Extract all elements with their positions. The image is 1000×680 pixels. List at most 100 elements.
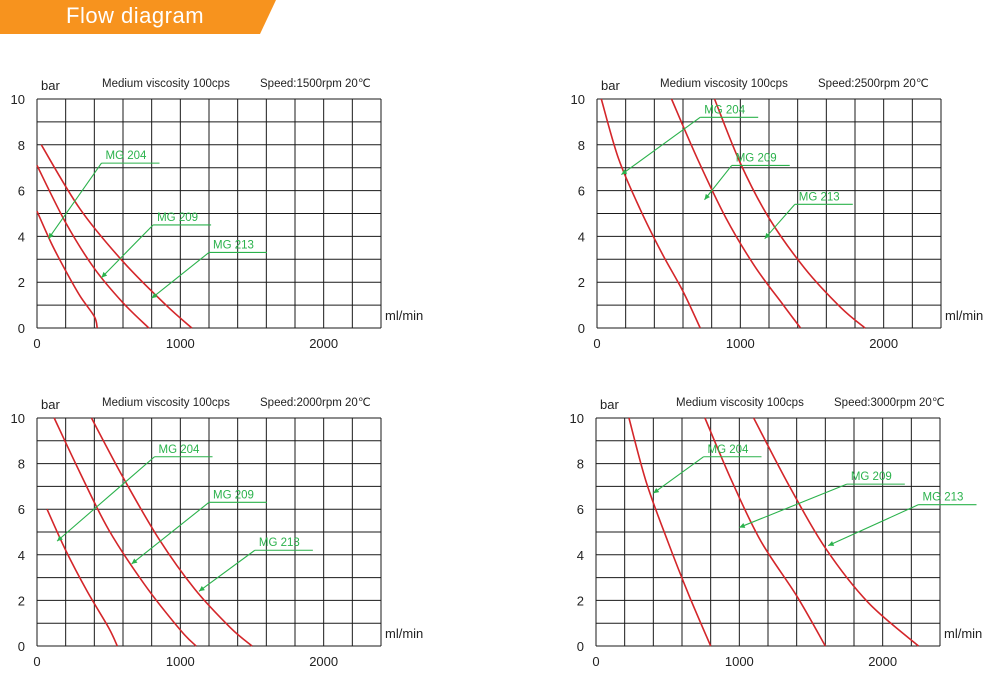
y-tick-label: 6 xyxy=(577,502,584,517)
chart-title: Medium viscosity 100cps xyxy=(660,78,788,90)
x-tick-label: 0 xyxy=(592,654,599,669)
annotation-label: MG 204 xyxy=(708,444,750,456)
x-tick-label: 2000 xyxy=(868,654,897,669)
series-curve-mg-213 xyxy=(90,417,253,647)
annotation-leader xyxy=(653,456,704,494)
chart-svg: 0 2 4 6 8 10 0 1000 2000 bar ml/min Medium viscosit… xyxy=(571,78,984,351)
series-curve-mg-213 xyxy=(713,98,866,329)
x-tick-label: 1000 xyxy=(726,336,755,351)
annotation-label: MG 209 xyxy=(851,471,892,483)
x-tick-label: 2000 xyxy=(309,336,338,351)
annotation-label: MG 213 xyxy=(213,239,254,251)
y-tick-label: 6 xyxy=(18,502,25,517)
annotation-label: MG 204 xyxy=(106,150,148,162)
y-axis-label: bar xyxy=(600,397,619,412)
y-tick-label: 0 xyxy=(577,639,584,654)
y-tick-label: 4 xyxy=(578,229,585,244)
x-tick-label: 1000 xyxy=(166,336,195,351)
chart-svg: 0 2 4 6 8 10 0 1000 2000 bar ml/min Medium viscosit… xyxy=(11,78,424,351)
series-curve-mg-209 xyxy=(36,165,150,329)
banner-shape xyxy=(0,0,276,34)
x-tick-label: 1000 xyxy=(166,654,195,669)
y-tick-label: 8 xyxy=(18,138,25,153)
chart-title: Medium viscosity 100cps xyxy=(102,78,230,90)
y-axis-label: bar xyxy=(601,78,620,93)
annotation-label: MG 213 xyxy=(923,492,964,504)
flow-chart-3000rpm: 0 2 4 6 8 10 0 1000 2000 bar ml/min Medium viscosit… xyxy=(560,388,1000,680)
annotation-leader xyxy=(704,165,733,201)
series-curve-mg-213 xyxy=(40,144,193,329)
x-axis-label: ml/min xyxy=(945,308,983,323)
y-tick-label: 0 xyxy=(578,321,585,336)
y-tick-label: 10 xyxy=(571,92,585,107)
chart-title: Medium viscosity 100cps xyxy=(676,397,804,409)
y-tick-label: 8 xyxy=(18,457,25,472)
y-axis-label: bar xyxy=(41,397,60,412)
annotation-label: MG 204 xyxy=(704,104,746,116)
chart-svg: 0 2 4 6 8 10 0 1000 2000 bar ml/min Medium viscosit… xyxy=(570,397,983,669)
y-tick-label: 0 xyxy=(18,321,25,336)
annotation-leader xyxy=(131,501,210,565)
annotation-arrowhead xyxy=(828,541,835,546)
x-tick-label: 0 xyxy=(33,336,40,351)
annotation-arrowhead xyxy=(198,585,205,592)
x-tick-label: 2000 xyxy=(309,654,338,669)
x-axis-label: ml/min xyxy=(385,626,423,641)
annotation-arrowhead xyxy=(48,232,54,239)
annotation-arrowhead xyxy=(653,487,660,494)
annotation-arrowhead xyxy=(739,523,746,528)
annotation-leader xyxy=(764,203,796,240)
annotation-leader xyxy=(621,116,701,176)
annotation-arrowhead xyxy=(131,558,138,564)
y-tick-label: 10 xyxy=(11,92,25,107)
annotation-arrowhead xyxy=(101,271,108,278)
chart-subtitle: Speed:2000rpm 20℃ xyxy=(260,397,371,409)
y-tick-label: 10 xyxy=(11,411,25,426)
annotation-leader xyxy=(101,224,154,279)
annotation-arrowhead xyxy=(704,193,710,200)
series-curve-mg-204 xyxy=(628,417,712,647)
chart-subtitle: Speed:3000rpm 20℃ xyxy=(834,397,945,409)
x-tick-label: 0 xyxy=(593,336,600,351)
chart-title: Medium viscosity 100cps xyxy=(102,397,230,409)
x-axis-label: ml/min xyxy=(385,308,423,323)
x-tick-label: 0 xyxy=(33,654,40,669)
annotation-label: MG 209 xyxy=(157,212,198,224)
annotation-leader xyxy=(739,483,848,528)
annotation-arrowhead xyxy=(151,292,158,299)
chart-svg: 0 2 4 6 8 10 0 1000 2000 bar ml/min Medium viscosit… xyxy=(11,397,424,669)
y-tick-label: 8 xyxy=(578,138,585,153)
annotation-leader xyxy=(827,504,919,547)
annotation-arrowhead xyxy=(57,535,63,542)
flow-chart-2000rpm: 0 2 4 6 8 10 0 1000 2000 bar ml/min Medium viscosit… xyxy=(0,388,500,680)
annotation-label: MG 213 xyxy=(259,537,300,549)
annotation-leader xyxy=(48,162,102,240)
series-curve-mg-213 xyxy=(752,417,920,647)
annotation-label: MG 204 xyxy=(159,444,201,456)
x-tick-label: 1000 xyxy=(725,654,754,669)
chart-subtitle: Speed:1500rpm 20℃ xyxy=(260,78,371,90)
x-axis-label: ml/min xyxy=(944,626,982,641)
page-title: Flow diagram xyxy=(66,3,205,28)
x-tick-label: 2000 xyxy=(869,336,898,351)
y-tick-label: 4 xyxy=(577,548,584,563)
series-curve-mg-209 xyxy=(53,417,197,647)
y-tick-label: 2 xyxy=(577,593,584,608)
y-tick-label: 2 xyxy=(578,275,585,290)
flow-chart-2500rpm: 0 2 4 6 8 10 0 1000 2000 bar ml/min Medium viscosit… xyxy=(560,70,1000,365)
y-axis-label: bar xyxy=(41,78,60,93)
y-tick-label: 8 xyxy=(577,457,584,472)
annotation-label: MG 209 xyxy=(736,152,777,164)
annotation-leader xyxy=(151,252,210,299)
y-tick-label: 4 xyxy=(18,229,25,244)
series-curve-mg-204 xyxy=(600,98,701,329)
y-tick-label: 6 xyxy=(578,184,585,199)
y-tick-label: 2 xyxy=(18,593,25,608)
annotation-arrowhead xyxy=(764,232,771,239)
chart-subtitle: Speed:2500rpm 20℃ xyxy=(818,78,929,90)
flow-chart-1500rpm: 0 2 4 6 8 10 0 1000 2000 bar ml/min Medium viscosit… xyxy=(0,70,500,365)
annotation-label: MG 209 xyxy=(213,489,254,501)
y-tick-label: 10 xyxy=(570,411,584,426)
y-tick-label: 0 xyxy=(18,639,25,654)
annotation-leader xyxy=(198,549,256,592)
